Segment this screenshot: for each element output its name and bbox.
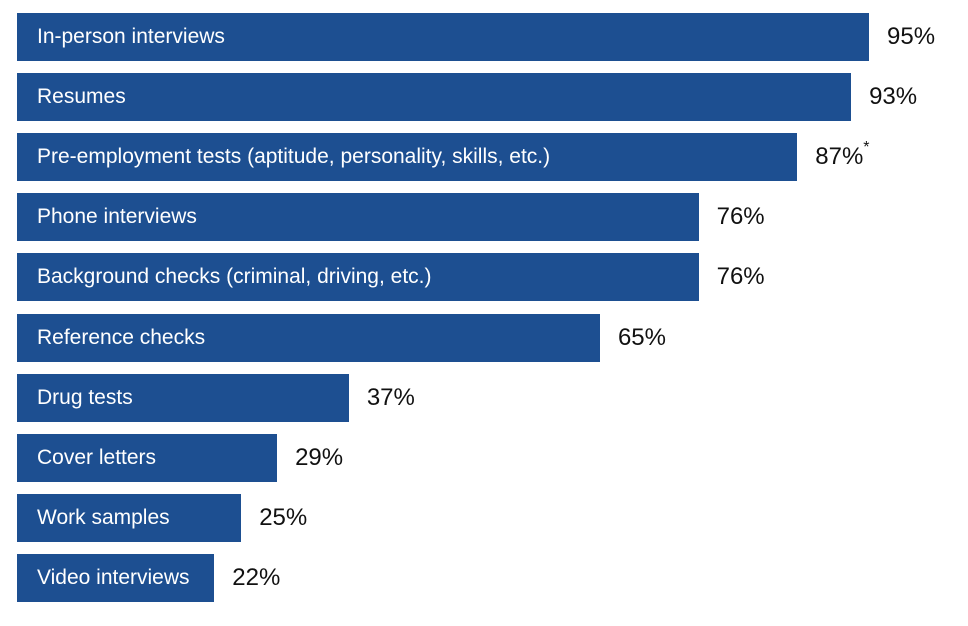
value-text: 22% xyxy=(232,563,281,591)
value-text: 29% xyxy=(295,443,344,471)
category-label: Pre-employment tests (aptitude, personal… xyxy=(37,145,551,169)
category-label: In-person interviews xyxy=(37,25,225,48)
value-label: 37% xyxy=(367,374,415,422)
bar: Video interviews xyxy=(17,553,215,602)
category-label: Drug tests xyxy=(37,385,133,409)
category-label: Phone interviews xyxy=(37,205,197,229)
category-label: Cover letters xyxy=(37,445,157,469)
value-label: 76% xyxy=(717,193,765,241)
value-label: 76% xyxy=(717,253,765,301)
value-label: 95% xyxy=(887,13,935,61)
value-label: 22% xyxy=(232,554,280,602)
bar: Work samples xyxy=(17,493,242,542)
bar: Background checks (criminal, driving, et… xyxy=(17,253,699,302)
value-text: 93% xyxy=(869,83,918,111)
bar: Pre-employment tests (aptitude, personal… xyxy=(17,133,798,182)
value-text: 65% xyxy=(617,323,666,351)
category-label: Resumes xyxy=(37,85,126,109)
bar: Phone interviews xyxy=(17,193,699,242)
value-text: 76% xyxy=(716,263,765,291)
value-text: 95% xyxy=(887,23,936,50)
category-label: Background checks (criminal, driving, et… xyxy=(37,265,432,289)
footnote-mark: * xyxy=(863,139,870,157)
category-label: Work samples xyxy=(37,505,170,529)
value-text: 87% xyxy=(815,143,864,171)
bar: Cover letters xyxy=(17,433,278,482)
value-text: 25% xyxy=(259,503,308,531)
value-text: 37% xyxy=(366,383,415,411)
bar: In-person interviews xyxy=(17,13,869,61)
category-label: Video interviews xyxy=(37,565,190,589)
value-label: 87%* xyxy=(815,133,869,181)
value-label: 65% xyxy=(618,314,666,362)
category-label: Reference checks xyxy=(37,325,206,349)
value-label: 29% xyxy=(295,434,343,482)
bar: Resumes xyxy=(17,73,852,122)
value-text: 76% xyxy=(716,203,765,231)
value-label: 93% xyxy=(869,73,917,121)
bar: Drug tests xyxy=(17,373,349,422)
bar: Reference checks xyxy=(17,313,600,362)
value-label: 25% xyxy=(259,494,307,542)
